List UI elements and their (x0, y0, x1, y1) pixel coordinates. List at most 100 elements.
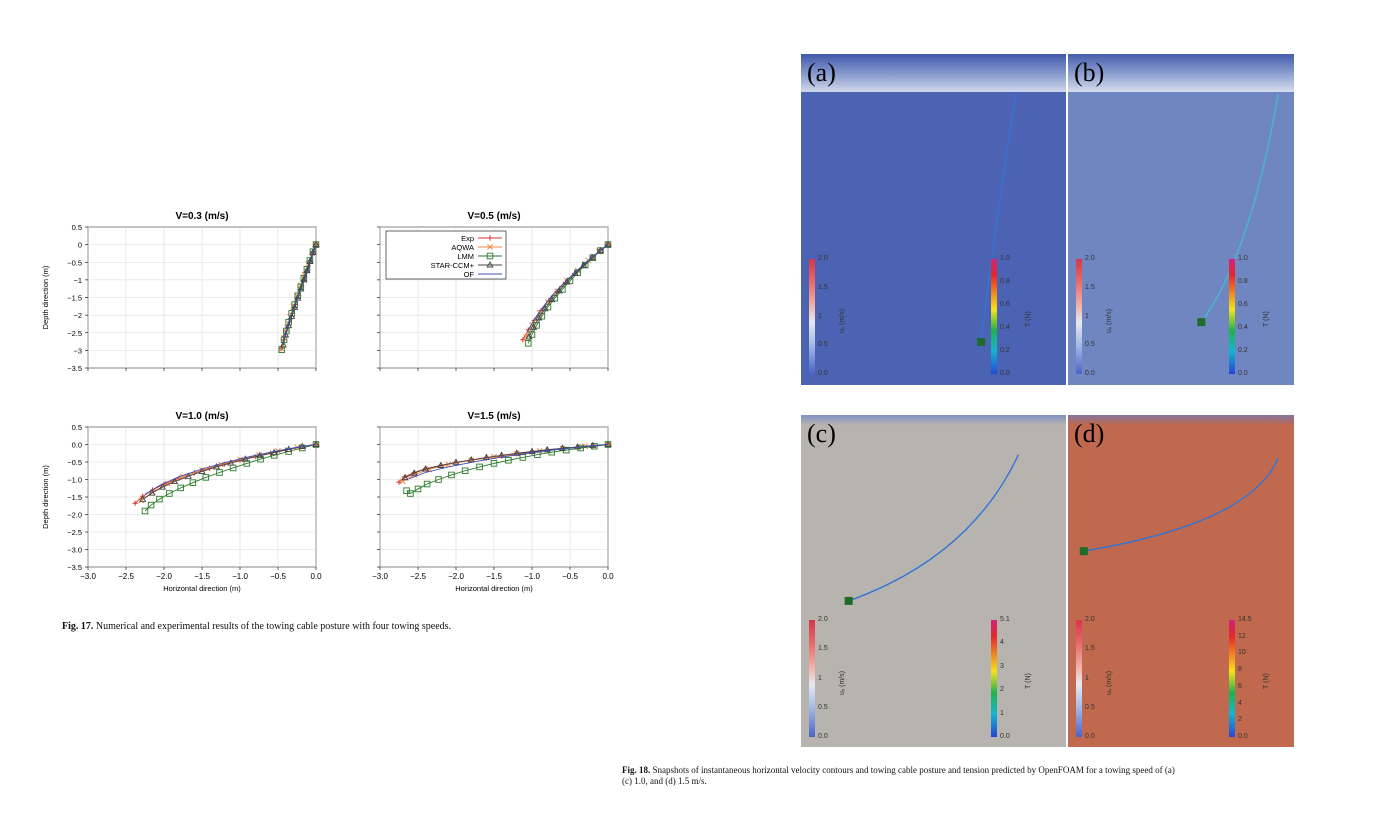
y-tick-label: 0.5 (72, 423, 82, 432)
data-point-lmm (461, 467, 469, 475)
data-point-starccm (291, 303, 299, 310)
x-tick-label: −1.0 (232, 572, 248, 581)
series-line-lmm (144, 444, 317, 512)
velocity-tick-label: 2.0 (1085, 255, 1095, 262)
velocity-tick-label: 0.0 (818, 370, 828, 377)
tension-tick-label: 5.1 (1000, 616, 1010, 623)
velocity-tick-label: 1.5 (1085, 283, 1095, 291)
y-tick-label: −3.5 (67, 364, 82, 373)
series-line-of (408, 444, 609, 480)
tension-tick-label: 3 (1000, 662, 1004, 670)
data-point-starccm (227, 459, 235, 466)
figure-18-caption-line1: Snapshots of instantaneous horizontal ve… (652, 765, 1175, 775)
velocity-colorbar (809, 620, 815, 737)
data-point-lmm (141, 507, 149, 515)
data-point-starccm (525, 333, 533, 340)
data-point-lmm (524, 340, 532, 347)
y-tick-label: −3.5 (67, 563, 82, 572)
figure-17-caption-text: Numerical and experimental results of th… (95, 621, 452, 632)
tension-tick-label: 8 (1238, 666, 1242, 674)
y-tick-label: −1.5 (67, 493, 82, 502)
series-line-of (282, 244, 317, 344)
data-point-starccm (148, 489, 156, 496)
towed-body (1079, 547, 1088, 556)
data-point-starccm (589, 441, 597, 448)
y-tick-label: −3 (73, 346, 82, 355)
tension-tick-label: 4 (1000, 639, 1004, 647)
y-tick-label: −1 (73, 276, 82, 285)
y-tick-label: −2.5 (67, 329, 82, 338)
data-point-starccm (548, 295, 556, 303)
data-point-lmm (216, 469, 223, 476)
data-point-lmm (177, 484, 184, 492)
cable-plot (844, 454, 1019, 605)
velocity-tick-label: 1.5 (1085, 645, 1095, 653)
tension-tick-label: 6 (1238, 682, 1242, 690)
legend-marker (486, 261, 494, 268)
tension-tick-label: 10 (1238, 649, 1246, 657)
panel-label: (c) (807, 419, 836, 448)
data-point-lmm (202, 474, 210, 481)
figure-18-caption-line2: (c) 1.0, and (d) 1.5 m/s. (622, 776, 707, 786)
velocity-colorbar-title: uₓ (m/s) (839, 308, 846, 333)
towing-cable (1083, 457, 1279, 552)
x-tick-label: −2.0 (156, 572, 172, 581)
data-point-starccm (596, 246, 604, 254)
tension-tick-label: 14.5 (1238, 616, 1252, 623)
series-line-lmm (527, 244, 609, 344)
velocity-tick-label: 0.5 (818, 703, 828, 711)
x-tick-label: −1.5 (194, 572, 210, 581)
data-point-starccm (528, 447, 536, 454)
y-tick-label: 0 (78, 241, 82, 250)
x-tick-label: −0.5 (562, 572, 578, 581)
snapshot-panel-d: (d) 2.0 1.5 1 0.5 0.0 uₓ (m/s) 14.5 12 10 8 6 4 2 0.0 T… (1068, 415, 1294, 747)
tension-tick-label: 0.8 (1238, 278, 1248, 285)
tension-colorbar-title: T (N) (1025, 672, 1032, 689)
figure-18-caption: Fig. 18. Snapshots of instantaneous hori… (622, 765, 1400, 787)
series-line-of (144, 444, 317, 495)
y-tick-label: −3.0 (67, 546, 82, 555)
data-point-starccm (452, 458, 460, 465)
x-tick-label: 0.0 (602, 572, 614, 581)
figure-17-caption-label: Fig. 17. (62, 621, 94, 632)
tension-colorbar (991, 259, 997, 374)
legend-label: Exp (461, 234, 474, 243)
series-line-of (527, 244, 609, 332)
data-point-lmm (189, 479, 197, 486)
tension-tick-label: 12 (1238, 632, 1246, 640)
data-point-starccm (171, 477, 179, 485)
legend-label: OF (464, 270, 475, 279)
towing-cable (1200, 93, 1279, 323)
y-tick-label: −2.0 (67, 511, 82, 520)
figure-17-caption: Fig. 17. Numerical and experimental resu… (62, 620, 682, 633)
tension-colorbar (1229, 259, 1235, 374)
chart-v0: 0.5 0 −0.5 −1 −1.5 −2 −2.5 −3 −3.5 V=0.3 (m/s) Dep… (41, 211, 320, 373)
data-point-starccm (294, 294, 302, 301)
data-point-lmm (577, 444, 584, 452)
data-point-starccm (139, 495, 147, 502)
tension-tick-label: 0.0 (1000, 370, 1010, 377)
chart-v2: −3.0 −2.5 −2.0 −1.5 −1.0 −0.5 0.0 0.5 0.0 −0.5 −1.… (41, 411, 322, 593)
tension-tick-label: 0.0 (1238, 370, 1248, 377)
velocity-tick-label: 2.0 (1085, 616, 1095, 623)
x-tick-label: −0.5 (270, 572, 286, 581)
chart-title: V=0.5 (m/s) (467, 211, 520, 222)
velocity-tick-label: 2.0 (818, 255, 828, 262)
x-tick-label: −3.0 (80, 572, 96, 581)
data-point-starccm (558, 444, 566, 451)
velocity-colorbar-title: uₓ (m/s) (1106, 670, 1113, 695)
tension-colorbar-title: T (N) (1263, 310, 1270, 327)
data-point-starccm (312, 240, 320, 248)
data-point-starccm (312, 440, 320, 447)
data-point-lmm (257, 455, 264, 463)
legend-label: AQWA (451, 243, 474, 252)
tension-tick-label: 0.6 (1000, 301, 1010, 308)
panel-label: (d) (1074, 419, 1105, 448)
tension-tick-label: 0.2 (1000, 347, 1010, 354)
tension-tick-label: 2 (1238, 716, 1242, 724)
x-axis-label: Horizontal direction (m) (163, 584, 241, 593)
free-surface-band (1068, 54, 1294, 92)
legend-box (385, 230, 507, 280)
tension-tick-label: 0.0 (1000, 733, 1010, 740)
